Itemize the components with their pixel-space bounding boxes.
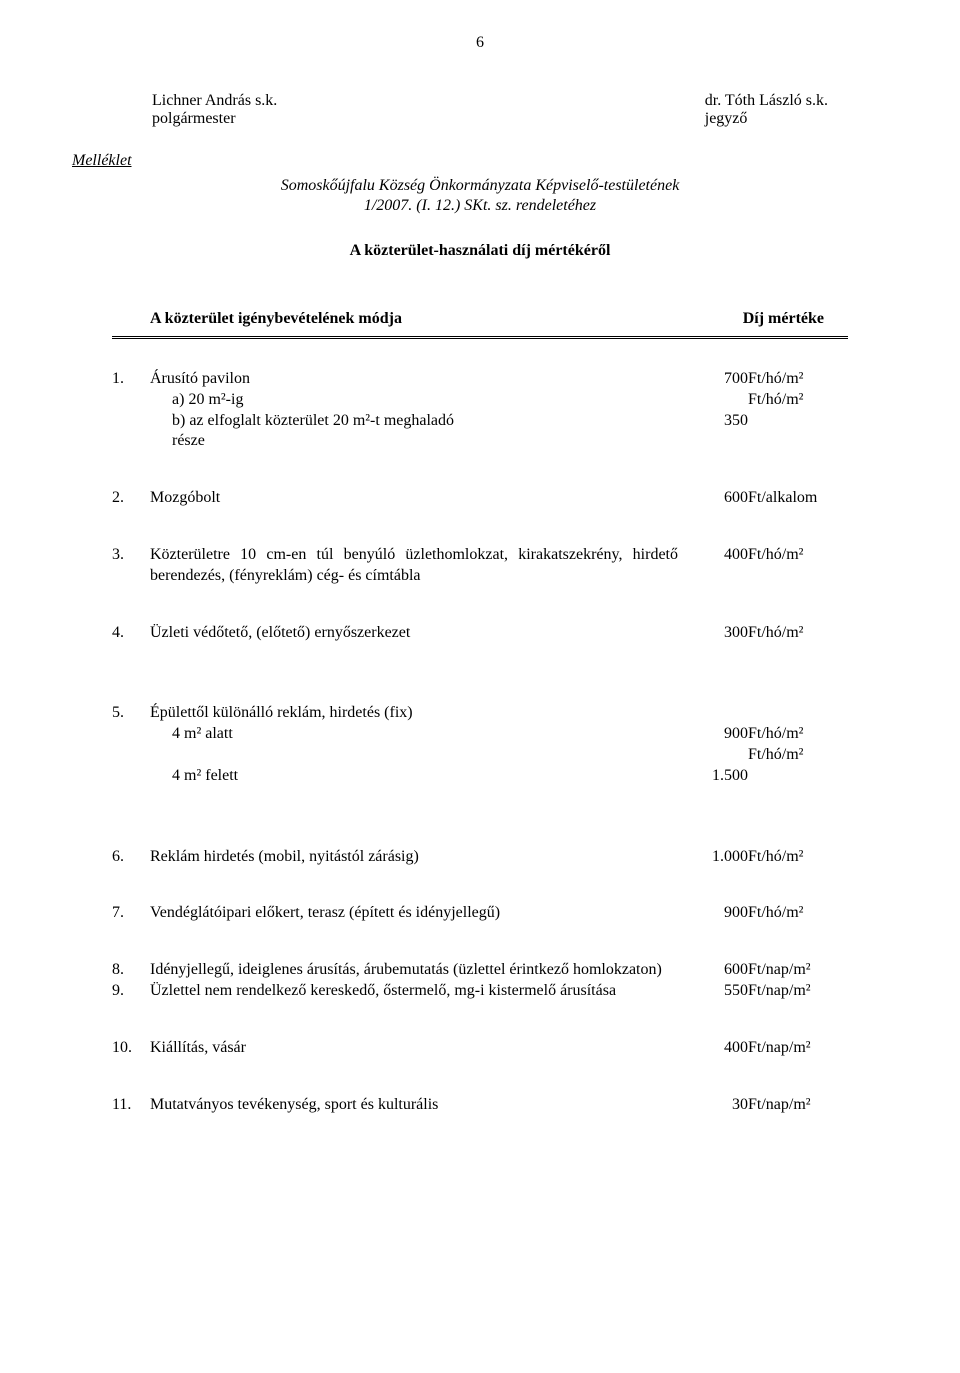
row-desc: Reklám hirdetés (mobil, nyitástól zárási…: [150, 847, 678, 868]
table-row: része: [112, 431, 848, 452]
row-desc: Árusító pavilon: [150, 369, 678, 390]
row-num: 1.: [112, 369, 150, 390]
fee-table: 1. Árusító pavilon 700 Ft/hó/m² a) 20 m²…: [112, 369, 848, 1115]
table-row: 2. Mozgóbolt 600 Ft/alkalom: [112, 488, 848, 509]
table-row: 3. Közterületre 10 cm-en túl benyúló üzl…: [112, 545, 848, 587]
attachment-body: Somoskőújfalu Község Önkormányzata Képvi…: [112, 176, 848, 216]
row-val: 400: [678, 545, 748, 587]
row-desc: Vendéglátóipari előkert, terasz (épített…: [150, 903, 678, 924]
row-desc: Közterületre 10 cm-en túl benyúló üzleth…: [150, 545, 678, 587]
row-val: 550: [678, 981, 748, 1002]
row-unit: Ft/hó/m²: [748, 745, 848, 766]
row-unit: Ft/hó/m²: [748, 545, 848, 587]
table-header: A közterület igénybevételének módja Díj …: [150, 310, 840, 328]
sig-right-title: jegyző: [705, 110, 828, 128]
row-desc: Idényjellegű, ideiglenes árusítás, árube…: [150, 960, 678, 981]
row-val: 300: [678, 623, 748, 644]
row-num: 3.: [112, 545, 150, 587]
row-unit: Ft/nap/m²: [748, 1038, 848, 1059]
row5-b: 4 m² felett: [150, 766, 678, 787]
row-num: 10.: [112, 1038, 150, 1059]
table-row: 11. Mutatványos tevékenység, sport és ku…: [112, 1095, 848, 1116]
row1-a-label: a): [172, 391, 184, 408]
page-number: 6: [112, 34, 848, 52]
table-row: 9. Üzlettel nem rendelkező kereskedő, ős…: [112, 981, 848, 1002]
row-unit: Ft/hó/m²: [748, 903, 848, 924]
row-unit: Ft/hó/m²: [748, 369, 848, 390]
table-row: 1. Árusító pavilon 700 Ft/hó/m²: [112, 369, 848, 390]
table-row: 10. Kiállítás, vásár 400 Ft/nap/m²: [112, 1038, 848, 1059]
row-unit: Ft/alkalom: [748, 488, 848, 509]
row-val: 1.000: [678, 847, 748, 868]
row-desc: Épülettől különálló reklám, hirdetés (fi…: [150, 703, 678, 724]
row-desc: Kiállítás, vásár: [150, 1038, 678, 1059]
table-header-right: Díj mértéke: [743, 310, 824, 328]
document-page: 6 Lichner András s.k. polgármester dr. T…: [0, 0, 960, 1373]
row-desc: Mozgóbolt: [150, 488, 678, 509]
row1-b-label: b): [172, 412, 185, 429]
row-desc: Üzlettel nem rendelkező kereskedő, őster…: [150, 981, 678, 1002]
row-val: 350: [678, 411, 748, 432]
attachment-line1: Somoskőújfalu Község Önkormányzata Képvi…: [112, 176, 848, 196]
row-num: 5.: [112, 703, 150, 724]
row1-b-desc2: része: [150, 431, 678, 452]
table-row: 4. Üzleti védőtető, (előtető) ernyőszerk…: [112, 623, 848, 644]
row-num: 11.: [112, 1095, 150, 1116]
row-val: 600: [678, 960, 748, 981]
row-unit: Ft/hó/m²: [748, 390, 848, 411]
table-row: 5. Épülettől különálló reklám, hirdetés …: [112, 703, 848, 724]
row-num: 7.: [112, 903, 150, 924]
row1-b-desc1: az elfoglalt közterület 20 m²-t meghalad…: [189, 412, 454, 429]
row-val: 900: [678, 724, 748, 745]
row-unit: Ft/nap/m²: [748, 1095, 848, 1116]
table-row: a) 20 m²-ig Ft/hó/m²: [112, 390, 848, 411]
attachment-label: Melléklet: [72, 152, 848, 170]
row-unit: Ft/hó/m²: [748, 623, 848, 644]
row-desc: Mutatványos tevékenység, sport és kultur…: [150, 1095, 678, 1116]
row-unit: Ft/hó/m²: [748, 724, 848, 745]
sig-right-name: dr. Tóth László s.k.: [705, 92, 828, 110]
table-row: b) az elfoglalt közterület 20 m²-t megha…: [112, 411, 848, 432]
row-val: 700: [678, 369, 748, 390]
table-row: 7. Vendéglátóipari előkert, terasz (épít…: [112, 903, 848, 924]
signature-right: dr. Tóth László s.k. jegyző: [705, 92, 828, 128]
row-num: 9.: [112, 981, 150, 1002]
double-rule: [112, 336, 848, 339]
row-num: 6.: [112, 847, 150, 868]
attachment-line2: 1/2007. (I. 12.) SKt. sz. rendeletéhez: [112, 196, 848, 216]
row-val: 900: [678, 903, 748, 924]
table-row: 6. Reklám hirdetés (mobil, nyitástól zár…: [112, 847, 848, 868]
row-num: 4.: [112, 623, 150, 644]
table-row: 8. Idényjellegű, ideiglenes árusítás, ár…: [112, 960, 848, 981]
document-title: A közterület-használati díj mértékéről: [112, 242, 848, 260]
table-row: Ft/hó/m²: [112, 745, 848, 766]
row-desc: Üzleti védőtető, (előtető) ernyőszerkeze…: [150, 623, 678, 644]
row-val: 1.500: [678, 766, 748, 787]
row-unit: Ft/hó/m²: [748, 847, 848, 868]
table-row: 4 m² alatt 900 Ft/hó/m²: [112, 724, 848, 745]
table-header-left: A közterület igénybevételének módja: [150, 310, 402, 328]
row5-a: 4 m² alatt: [150, 724, 678, 745]
row-val: 30: [678, 1095, 748, 1116]
row-val: 400: [678, 1038, 748, 1059]
row-unit: Ft/nap/m²: [748, 960, 848, 981]
row-num: 2.: [112, 488, 150, 509]
signature-block: Lichner András s.k. polgármester dr. Tót…: [152, 92, 828, 128]
signature-left: Lichner András s.k. polgármester: [152, 92, 277, 128]
row1-a-desc: 20 m²-ig: [188, 391, 243, 408]
sig-left-title: polgármester: [152, 110, 277, 128]
row-val: 600: [678, 488, 748, 509]
row-unit: Ft/nap/m²: [748, 981, 848, 1002]
row-num: 8.: [112, 960, 150, 981]
sig-left-name: Lichner András s.k.: [152, 92, 277, 110]
table-row: 4 m² felett 1.500: [112, 766, 848, 787]
